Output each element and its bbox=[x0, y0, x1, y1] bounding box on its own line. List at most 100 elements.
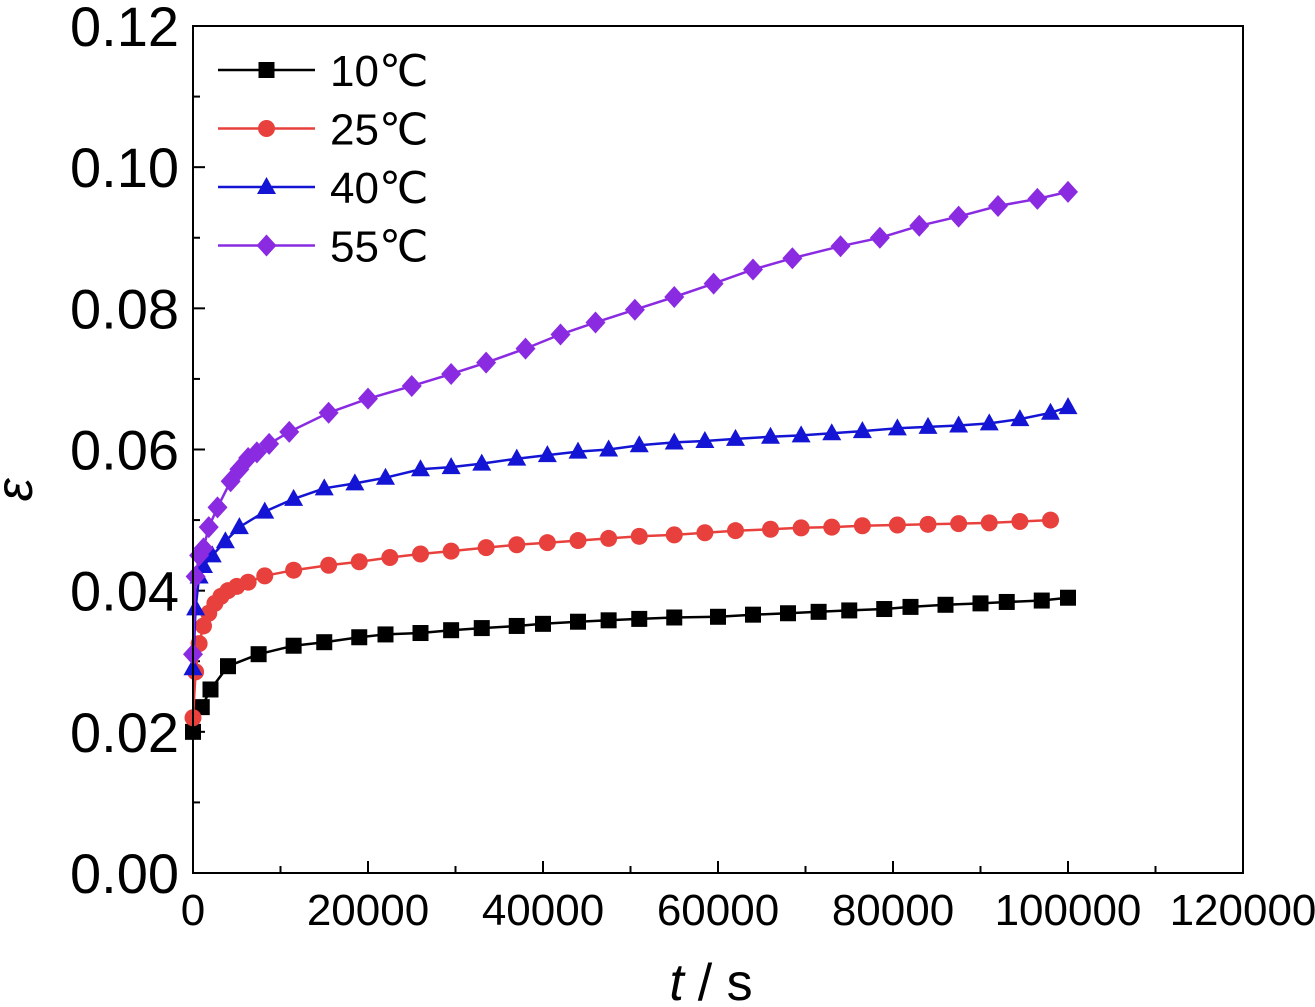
x-tick-label: 60000 bbox=[657, 886, 779, 935]
data-point bbox=[918, 416, 938, 434]
data-point bbox=[599, 439, 619, 457]
data-point bbox=[477, 539, 495, 557]
data-point bbox=[508, 617, 525, 634]
data-point bbox=[666, 609, 683, 626]
tick-labels: 0 20000 40000 60000 80000 100000 120000 0.00 0.0… bbox=[70, 0, 1315, 935]
data-point bbox=[198, 516, 219, 539]
data-point bbox=[194, 555, 213, 573]
data-point bbox=[600, 529, 618, 547]
data-point bbox=[441, 362, 462, 385]
data-point bbox=[664, 432, 684, 450]
data-point bbox=[207, 496, 228, 519]
data-point bbox=[841, 602, 858, 619]
data-point bbox=[515, 337, 536, 360]
data-point bbox=[569, 532, 587, 550]
data-point bbox=[791, 425, 811, 443]
data-point bbox=[279, 420, 300, 443]
data-point bbox=[980, 514, 998, 532]
series-4 bbox=[183, 180, 1078, 666]
y-tick-label: 0.02 bbox=[70, 701, 179, 764]
data-point bbox=[1042, 511, 1059, 529]
data-point bbox=[948, 205, 969, 228]
y-tick-label: 0.00 bbox=[70, 842, 179, 905]
data-point bbox=[320, 556, 338, 574]
data-point bbox=[972, 595, 989, 612]
data-point bbox=[710, 608, 726, 625]
data-point bbox=[830, 235, 851, 258]
x-tick-label: 120000 bbox=[1170, 886, 1315, 935]
data-point bbox=[887, 418, 907, 436]
data-point bbox=[443, 622, 460, 639]
data-point bbox=[229, 517, 249, 535]
data-point bbox=[202, 545, 222, 563]
data-point bbox=[1058, 397, 1078, 415]
data-point bbox=[919, 515, 937, 533]
data-point bbox=[358, 387, 378, 410]
legend-marker bbox=[258, 120, 275, 137]
series-1 bbox=[185, 589, 1076, 740]
y-tick-label: 0.10 bbox=[70, 136, 179, 199]
data-point bbox=[215, 531, 235, 549]
legend-label: 10℃ bbox=[330, 47, 428, 96]
data-point bbox=[782, 247, 803, 270]
legend-marker bbox=[257, 177, 276, 194]
data-point bbox=[350, 553, 368, 571]
data-point bbox=[762, 520, 779, 538]
x-axis-variable: t bbox=[669, 954, 686, 1007]
data-point bbox=[949, 415, 969, 433]
data-point bbox=[869, 226, 890, 249]
data-point bbox=[1041, 402, 1060, 420]
data-point bbox=[822, 423, 842, 441]
x-tick-label: 40000 bbox=[482, 886, 604, 935]
x-axis-unit: / s bbox=[698, 954, 753, 1007]
data-point bbox=[193, 537, 214, 560]
data-point bbox=[377, 626, 394, 643]
data-point bbox=[696, 524, 714, 542]
plot-frame bbox=[192, 25, 1244, 874]
data-point bbox=[256, 567, 274, 585]
y-axis-title: ε bbox=[0, 477, 44, 501]
data-point bbox=[664, 286, 685, 309]
data-point bbox=[255, 501, 275, 519]
legend-label: 55℃ bbox=[330, 223, 428, 272]
data-point bbox=[473, 620, 490, 637]
data-point bbox=[1011, 512, 1029, 530]
legend-item: 40℃ bbox=[218, 164, 428, 213]
legend-label: 40℃ bbox=[330, 164, 428, 213]
data-point bbox=[316, 634, 333, 651]
data-point bbox=[761, 426, 780, 444]
data-point bbox=[1010, 409, 1030, 427]
series-3 bbox=[183, 397, 1078, 676]
data-point bbox=[476, 351, 497, 374]
y-tick-label: 0.08 bbox=[70, 277, 179, 340]
series-line bbox=[191, 405, 1069, 669]
legend-item: 10℃ bbox=[218, 47, 428, 96]
data-point bbox=[441, 457, 461, 475]
legend-label: 25℃ bbox=[330, 106, 428, 155]
y-tick-label: 0.12 bbox=[70, 0, 179, 58]
data-point bbox=[570, 613, 586, 630]
data-point bbox=[381, 548, 399, 566]
data-point bbox=[314, 478, 334, 496]
data-point bbox=[442, 542, 460, 560]
data-point bbox=[285, 637, 302, 654]
data-point bbox=[568, 441, 588, 459]
legend-item: 55℃ bbox=[218, 223, 428, 272]
x-tick-label: 100000 bbox=[995, 886, 1142, 935]
data-point bbox=[631, 610, 648, 627]
data-point bbox=[902, 598, 919, 615]
x-axis-title: t / s bbox=[669, 954, 752, 1007]
data-point bbox=[624, 298, 645, 321]
data-point bbox=[239, 573, 257, 591]
x-tick-label: 80000 bbox=[832, 886, 954, 935]
data-point bbox=[250, 646, 267, 663]
data-point bbox=[600, 612, 617, 629]
data-point bbox=[351, 629, 368, 646]
data-point bbox=[630, 527, 648, 545]
data-point bbox=[376, 467, 395, 485]
legend: 10℃ 25℃ 40℃ 55℃ bbox=[218, 47, 428, 272]
data-point bbox=[411, 459, 430, 477]
data-point bbox=[285, 561, 303, 579]
